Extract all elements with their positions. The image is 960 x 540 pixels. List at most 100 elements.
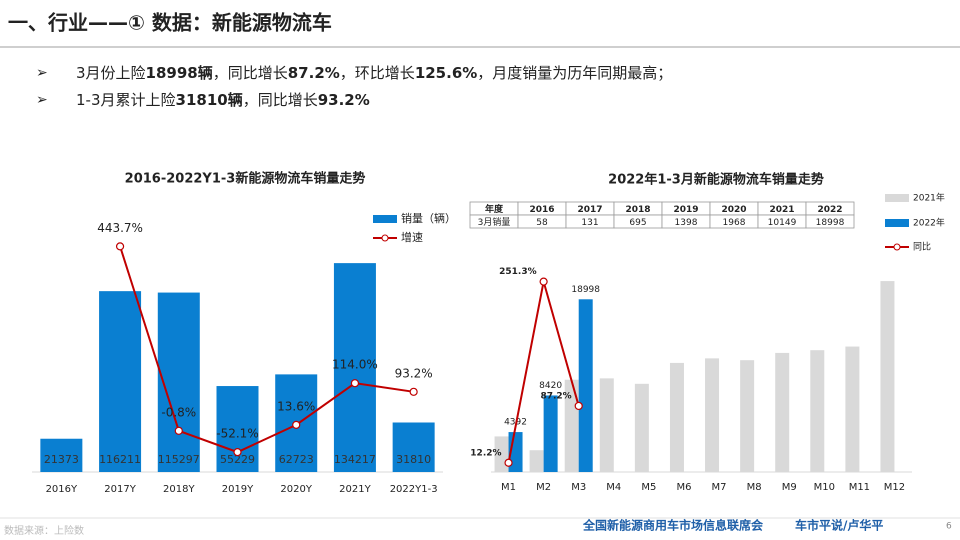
bar	[40, 438, 83, 472]
x-tick-label: 2019Y	[222, 484, 254, 495]
line-label: 114.0%	[332, 358, 378, 372]
bar	[99, 291, 142, 472]
bar	[216, 386, 259, 472]
bar-label: 116211	[99, 453, 141, 466]
bar	[845, 346, 860, 472]
x-tick-label: 2016Y	[46, 484, 78, 495]
line-point	[539, 277, 548, 286]
bar	[543, 395, 558, 472]
legend-marker	[381, 234, 389, 242]
bullet-marker: ➢	[36, 92, 48, 108]
bullet-segment: 87.2%	[288, 64, 340, 82]
legend-swatch	[885, 219, 909, 227]
line-point	[115, 242, 125, 251]
line-label: 443.7%	[97, 221, 143, 235]
line-label: 87.2%	[540, 391, 571, 401]
bullet-segment: 1-3月累计上险	[76, 91, 176, 109]
bar-label: 55229	[220, 453, 255, 466]
x-tick-label: M10	[814, 482, 835, 493]
table-header: 2016	[529, 205, 554, 215]
x-tick-label: M7	[712, 482, 727, 493]
x-tick-label: M8	[747, 482, 762, 493]
bullet: 1-3月累计上险31810辆，同比增长93.2%	[76, 91, 370, 109]
x-tick-label: 2017Y	[104, 484, 136, 495]
x-tick-label: M6	[676, 482, 691, 493]
table-cell	[805, 214, 855, 229]
bar	[333, 263, 376, 472]
x-tick-label: M3	[571, 482, 586, 493]
table-value: 10149	[768, 218, 797, 228]
bullet-segment: 125.6%	[415, 64, 477, 82]
line-point	[292, 420, 301, 429]
line-series	[119, 246, 414, 454]
table-header: 2021	[769, 205, 794, 215]
bullet-marker: ➢	[36, 65, 48, 81]
table-value: 18998	[816, 218, 845, 228]
table-header: 2019	[673, 205, 698, 215]
line-point	[504, 458, 513, 467]
line-point	[409, 387, 418, 396]
bar	[810, 350, 825, 472]
bar	[880, 281, 895, 472]
table-value: 131	[581, 218, 598, 228]
bullet: 3月份上险18998辆，同比增长87.2%，环比增长125.6%，月度销量为历年…	[76, 64, 672, 82]
table-header: 2022	[817, 205, 842, 215]
x-tick-label: M2	[536, 482, 551, 493]
table-header: 年度	[485, 203, 504, 215]
bar-label: 8420	[539, 381, 562, 391]
bar	[775, 352, 790, 472]
line-label: 93.2%	[395, 366, 433, 380]
bar-label: 18998	[571, 285, 600, 295]
bar	[564, 379, 579, 472]
legend-swatch	[885, 194, 909, 202]
page-number: 6	[946, 522, 952, 532]
line-point	[174, 426, 183, 435]
x-tick-label: M11	[849, 482, 870, 493]
x-tick-label: M5	[641, 482, 656, 493]
bullet-segment: ，环比增长	[340, 64, 415, 82]
bullet-segment: ，同比增长	[213, 64, 288, 82]
table-value: 695	[629, 218, 646, 228]
line-label: -52.1%	[216, 427, 258, 441]
bar	[157, 292, 200, 472]
x-tick-label: M1	[501, 482, 516, 493]
bar	[529, 450, 544, 472]
line-label: 12.2%	[470, 448, 501, 458]
bullet-segment: 18998辆	[146, 64, 213, 82]
legend-label: 增速	[401, 230, 423, 244]
footer-org: 全国新能源商用车市场信息联席会	[582, 518, 764, 533]
line-point	[350, 379, 360, 388]
x-tick-label: 2022Y1-3	[390, 484, 438, 495]
bar	[578, 299, 593, 472]
slide-title: 一、行业——① 数据：新能源物流车	[8, 11, 332, 35]
bar	[705, 358, 720, 472]
x-tick-label: M4	[606, 482, 621, 493]
bar-label: 62723	[279, 453, 314, 466]
line-point	[233, 448, 242, 457]
table-value: 58	[536, 218, 548, 228]
x-tick-label: 2020Y	[280, 484, 312, 495]
legend-label: 2021年	[913, 192, 945, 204]
footer-author: 车市平说/卢华平	[795, 518, 883, 533]
chart-title: 2016-2022Y1-3新能源物流车销量走势	[125, 171, 366, 187]
line-point	[574, 401, 583, 411]
bar-label: 134217	[334, 453, 376, 466]
table-value: 1968	[723, 218, 746, 228]
bar	[392, 422, 435, 472]
bullet-segment: ，同比增长	[243, 91, 318, 109]
table-header: 2017	[577, 205, 602, 215]
line-label: 13.6%	[277, 399, 315, 413]
source: 数据来源：上险数	[4, 524, 84, 537]
legend-label: 同比	[913, 241, 931, 253]
bar	[599, 378, 614, 472]
legend-label: 销量（辆）	[401, 211, 456, 225]
legend-marker	[893, 243, 901, 251]
bullet-segment: 3月份上险	[76, 64, 146, 82]
legend-swatch	[373, 215, 397, 223]
bullet-segment: 93.2%	[318, 91, 370, 109]
bar	[740, 360, 755, 472]
bullet-segment: 31810辆	[176, 91, 243, 109]
line-label: 251.3%	[499, 267, 537, 277]
bar-label: 21373	[44, 453, 79, 466]
legend-label: 2022年	[913, 217, 945, 229]
